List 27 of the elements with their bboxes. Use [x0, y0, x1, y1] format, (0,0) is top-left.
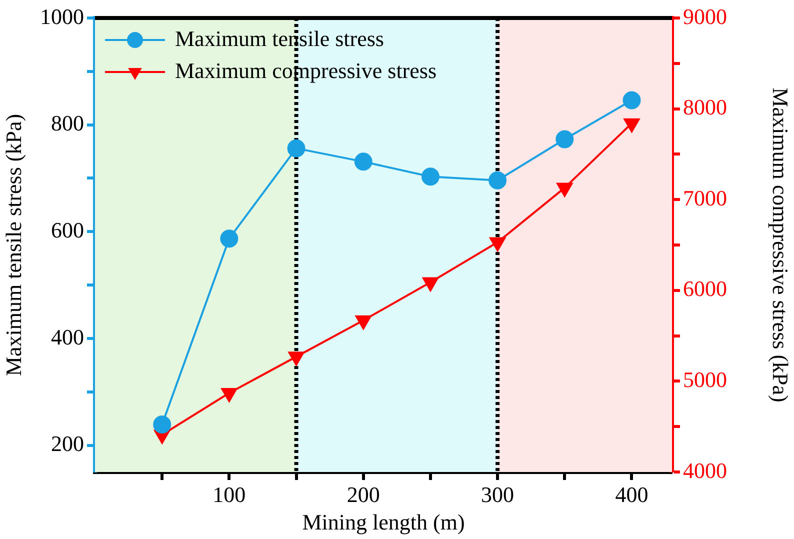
- point: [220, 230, 238, 248]
- point: [153, 415, 172, 434]
- y-tick-label: 400: [51, 324, 84, 350]
- x-tick-label: 400: [615, 482, 648, 507]
- y-tick-label: 600: [51, 217, 84, 242]
- x-tick-label: 100: [212, 482, 246, 507]
- x-tick-label: 200: [346, 482, 380, 507]
- point: [287, 139, 306, 158]
- legend-label: Maximum compressive stress: [175, 58, 437, 83]
- point: [421, 168, 440, 186]
- point: [622, 91, 641, 110]
- x-axis-title: Mining length (m): [302, 510, 465, 535]
- point: [354, 152, 372, 171]
- x-tick-label: 300: [481, 482, 514, 507]
- y-axis-title: Maximum tensile stress (kPa): [0, 114, 26, 376]
- y-tick-label: 200: [51, 431, 84, 456]
- y-tick-label: 1000: [40, 4, 84, 29]
- y2-tick-label: 5000: [683, 366, 727, 392]
- y2-tick-label: 4000: [683, 458, 727, 483]
- y2-tick-label: 8000: [683, 94, 727, 120]
- y2-tick-label: 6000: [683, 276, 727, 302]
- y2-axis-title: Maximum compressive stress (kPa): [768, 88, 794, 402]
- y2-tick-label: 7000: [683, 185, 727, 210]
- y2-tick-label: 9000: [683, 4, 727, 29]
- point: [556, 130, 574, 148]
- point: [488, 171, 507, 190]
- y-tick-label: 800: [51, 110, 84, 136]
